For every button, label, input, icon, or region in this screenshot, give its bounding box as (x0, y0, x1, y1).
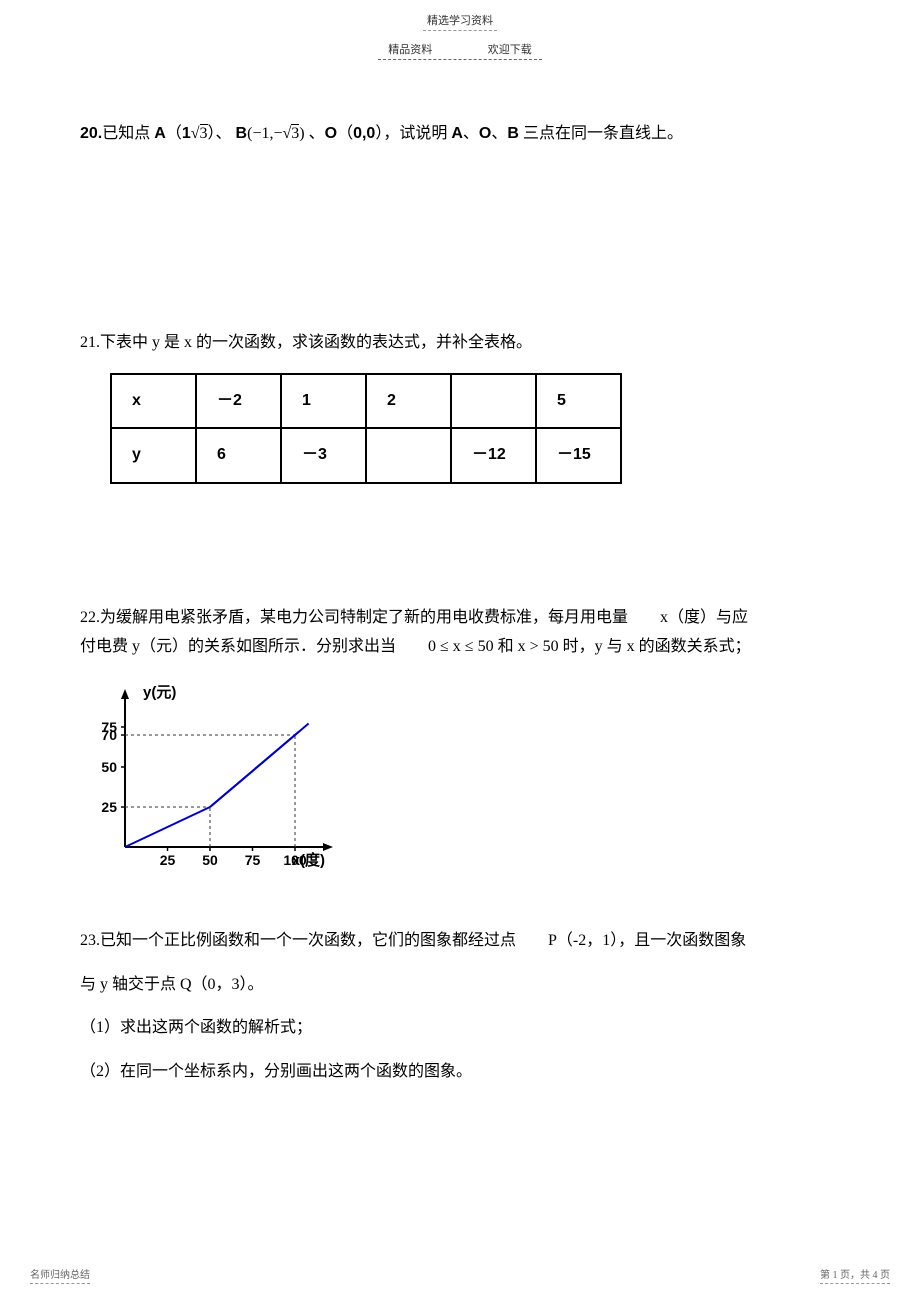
svg-text:25: 25 (101, 799, 117, 815)
svg-text:25: 25 (160, 852, 176, 868)
problem-23-line2: 与 y 轴交于点 Q（0，3）。 (80, 971, 840, 1000)
chart-svg: 25507075255075100y(元)x(度) (80, 677, 340, 877)
problem-22-line1: 22.为缓解用电紧张矛盾，某电力公司特制定了新的用电收费标准，每月用电量 x（度… (80, 604, 840, 633)
page-header: 精选学习资料 精品资料 欢迎下载 (0, 0, 920, 60)
problem-21-table: x －2 1 2 5 y 6 －3 －12 －15 (110, 373, 810, 485)
header-line1: 精选学习资料 (423, 12, 497, 31)
main-content: 20.已知点 A（1√3）、 B(−1,−√3) 、O（0,0），试说明 A、O… (0, 60, 920, 1087)
svg-text:75: 75 (245, 852, 261, 868)
svg-text:y(元): y(元) (143, 684, 176, 701)
header-line2: 精品资料 欢迎下载 (378, 41, 542, 60)
sqrt-3-a: √3 (191, 124, 208, 142)
problem-23-sub2: （2）在同一个坐标系内，分别画出这两个函数的图象。 (80, 1058, 840, 1087)
problem-22-line2: 付电费 y（元）的关系如图所示．分别求出当 0 ≤ x ≤ 50 和 x > 5… (80, 633, 840, 662)
table-row-y: y 6 －3 －12 －15 (111, 428, 621, 483)
problem-21-text: 21.下表中 y 是 x 的一次函数，求该函数的表达式，并补全表格。 (80, 329, 840, 358)
svg-text:50: 50 (101, 759, 117, 775)
footer-left: 名师归纳总结 (30, 1266, 90, 1284)
footer-right: 第 1 页，共 4 页 (820, 1266, 890, 1284)
problem-23-line1: 23.已知一个正比例函数和一个一次函数，它们的图象都经过点 P（-2，1），且一… (80, 927, 840, 956)
svg-text:50: 50 (202, 852, 218, 868)
sqrt-3-b: √3 (282, 124, 299, 142)
svg-text:x(度): x(度) (292, 851, 325, 869)
problem-23-sub1: （1）求出这两个函数的解析式； (80, 1014, 840, 1043)
problem-23: 23.已知一个正比例函数和一个一次函数，它们的图象都经过点 P（-2，1），且一… (80, 927, 840, 1087)
electricity-chart: 25507075255075100y(元)x(度) (80, 677, 840, 877)
problem-20: 20.已知点 A（1√3）、 B(−1,−√3) 、O（0,0），试说明 A、O… (80, 120, 840, 149)
svg-text:75: 75 (101, 719, 117, 735)
table-row-x: x －2 1 2 5 (111, 374, 621, 429)
problem-22: 22.为缓解用电紧张矛盾，某电力公司特制定了新的用电收费标准，每月用电量 x（度… (80, 604, 840, 877)
problem-21: 21.下表中 y 是 x 的一次函数，求该函数的表达式，并补全表格。 x －2 … (80, 329, 840, 484)
